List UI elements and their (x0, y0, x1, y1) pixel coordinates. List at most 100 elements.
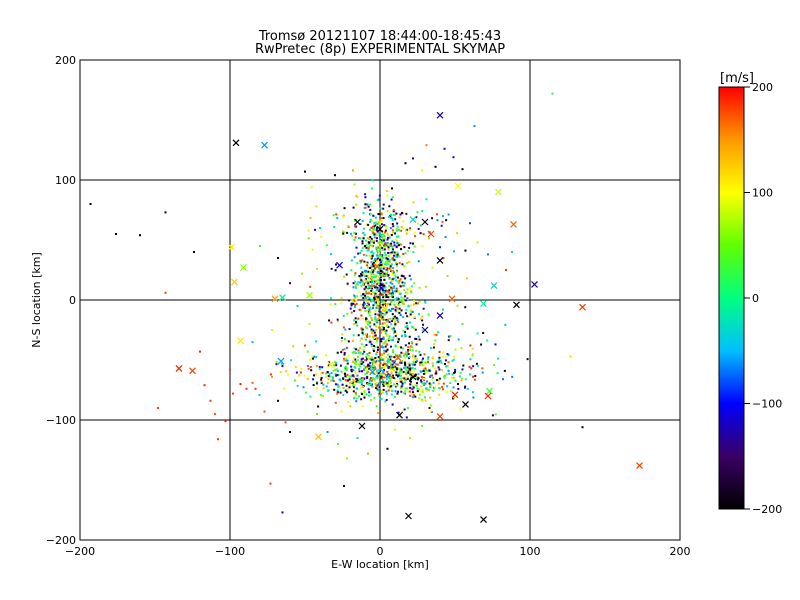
data-point-small (387, 243, 390, 246)
data-point-small (393, 366, 396, 369)
data-point-small (394, 334, 397, 337)
data-point-small (412, 372, 415, 375)
data-point-small (381, 256, 384, 259)
data-point-small (377, 385, 380, 388)
data-point-small (386, 290, 389, 293)
data-point-small (400, 351, 403, 354)
data-point-small (380, 217, 383, 220)
data-point-small (383, 330, 386, 333)
data-point-small (381, 316, 384, 319)
data-point-small (378, 255, 381, 258)
data-point-small (387, 259, 390, 262)
data-point-small (349, 307, 352, 310)
data-point-small (393, 251, 396, 254)
data-point-small (360, 398, 363, 401)
data-point-small (390, 242, 393, 245)
data-point-small (367, 320, 370, 323)
data-point-small (423, 366, 426, 369)
data-point-small (365, 246, 368, 249)
data-point-large (436, 256, 444, 264)
data-point-small (271, 375, 273, 378)
data-point-small (432, 389, 435, 392)
data-point-small (433, 343, 436, 346)
data-point-small (388, 376, 391, 379)
data-point-small (396, 384, 399, 387)
data-point-small (380, 389, 383, 392)
data-point-small (377, 278, 380, 281)
data-point-small (438, 358, 441, 361)
data-point-small (382, 300, 385, 303)
data-point-small (312, 378, 315, 381)
data-point-small (361, 393, 364, 396)
data-point-small (438, 356, 441, 359)
data-point-small (360, 260, 363, 263)
data-point-small (397, 244, 400, 247)
data-point-small (363, 233, 366, 236)
data-point-small (356, 324, 359, 327)
data-point-small (437, 366, 440, 369)
data-point-small (391, 366, 394, 369)
data-point-small (419, 370, 422, 373)
data-point-small (376, 222, 379, 225)
data-point-small (404, 344, 407, 347)
data-point-small (386, 234, 389, 237)
data-point-small (365, 288, 368, 291)
data-point-small (377, 306, 380, 309)
data-point-small (392, 348, 395, 351)
data-point-small (353, 387, 356, 390)
data-point-small (374, 294, 377, 297)
data-point-small (344, 375, 347, 378)
data-point-small (420, 385, 423, 388)
data-point-small (281, 511, 284, 514)
data-point-small (360, 266, 363, 269)
data-point-small (369, 267, 372, 270)
data-point-small (420, 379, 423, 382)
data-point-small (394, 218, 397, 221)
data-point-small (357, 352, 360, 355)
data-point-small (413, 245, 416, 248)
data-point-small (320, 376, 323, 379)
data-point-small (476, 364, 479, 367)
data-point-small (382, 326, 385, 329)
data-point-large (369, 368, 376, 376)
data-point-small (404, 353, 407, 356)
data-point-small (414, 357, 417, 360)
data-point-small (377, 346, 380, 349)
data-point-small (366, 365, 369, 368)
data-point-small (403, 408, 406, 411)
data-point-small (395, 261, 398, 264)
data-point-small (374, 260, 377, 263)
data-point-small (387, 275, 390, 278)
data-point-small (366, 309, 369, 312)
data-point-small (402, 253, 405, 256)
data-point-small (382, 207, 385, 210)
data-point-small (348, 382, 351, 385)
data-point-small (353, 319, 356, 322)
data-point-small (361, 271, 364, 274)
data-point-small (450, 376, 453, 379)
data-point-small (417, 377, 420, 380)
data-point-small (411, 366, 414, 369)
x-tick-label: −200 (65, 545, 95, 558)
data-point-large (232, 139, 240, 147)
data-point-small (367, 205, 370, 208)
data-point-small (461, 368, 464, 371)
data-point-small (380, 369, 383, 372)
data-point-small (392, 254, 395, 257)
data-point-small (415, 384, 418, 387)
data-point-small (388, 244, 391, 247)
data-point-small (382, 388, 385, 391)
data-point-small (375, 237, 378, 240)
data-point-large (396, 411, 403, 419)
data-point-small (367, 452, 369, 455)
data-point-small (447, 339, 450, 342)
data-point-small (374, 286, 377, 289)
data-point-small (376, 298, 379, 301)
data-point-small (421, 209, 424, 212)
data-point-small (382, 248, 385, 251)
data-point-small (355, 377, 358, 380)
data-point-small (321, 371, 324, 374)
data-point-small (396, 280, 399, 283)
data-point-small (409, 313, 412, 316)
data-point-small (369, 280, 372, 283)
